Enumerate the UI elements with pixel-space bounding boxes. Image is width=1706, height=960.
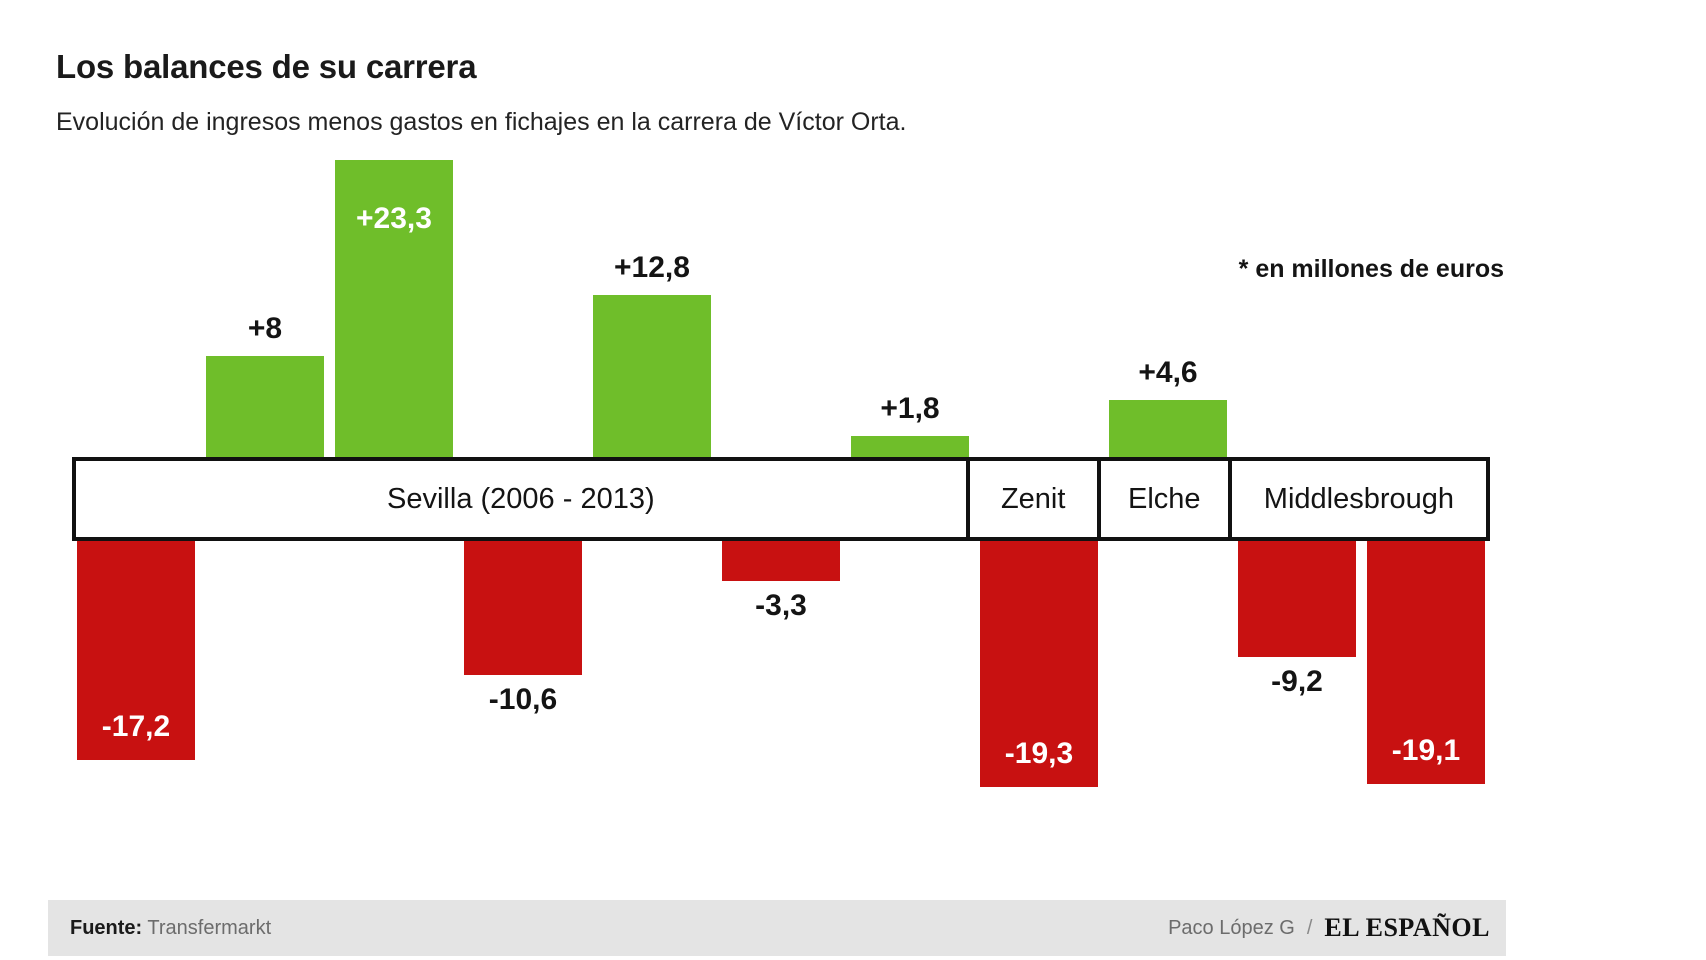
unit-note: * en millones de euros — [1238, 255, 1504, 283]
category-label: Zenit — [1000, 482, 1066, 515]
author-name: Paco López G — [1168, 916, 1295, 939]
bar-value-label-2: +8 — [247, 312, 283, 345]
bar-value-label-11: -19,1 — [1391, 734, 1461, 767]
category-label: Elche — [1128, 482, 1201, 515]
page-subtitle: Evolución de ingresos menos gastos en fi… — [56, 108, 907, 136]
page-title: Los balances de su carrera — [56, 48, 477, 85]
bar-9[interactable] — [1109, 400, 1227, 459]
category-axis-band: Sevilla (2006 - 2013) Zenit Elche Middlesbr… — [72, 457, 1490, 541]
bar-4[interactable] — [464, 539, 582, 675]
bar-7[interactable] — [851, 436, 969, 459]
category-box-middlesbrough[interactable]: Middlesbrough — [1231, 461, 1487, 537]
bar-value-label-9: +4,6 — [1138, 356, 1198, 389]
bar-value-label-5: +12,8 — [614, 251, 690, 284]
bar-5[interactable] — [593, 295, 711, 459]
category-box-sevilla[interactable]: Sevilla (2006 - 2013) — [76, 461, 970, 537]
bar-8[interactable] — [980, 539, 1098, 787]
source-value: Transfermarkt — [147, 916, 272, 939]
bar-value-label-7: +1,8 — [880, 392, 940, 425]
source-label: Fuente: — [70, 916, 143, 939]
bar-6[interactable] — [722, 539, 840, 581]
source-credit: Fuente: Transfermarkt — [70, 917, 271, 940]
category-box-zenit[interactable]: Zenit — [969, 461, 1101, 537]
footer-bar: Fuente: Transfermarkt Paco López G / EL … — [48, 900, 1506, 956]
bar-value-label-6: -3,3 — [755, 589, 807, 622]
bar-1[interactable] — [77, 539, 195, 760]
bar-chart: -17,2 +8 +23,3 -10,6 +12,8 -3,3 +1,8 -19,3 +4,6 -… — [77, 160, 1485, 787]
brand-logo: EL ESPAÑOL — [1324, 913, 1490, 942]
bar-11[interactable] — [1367, 539, 1485, 784]
bar-3[interactable] — [335, 160, 453, 459]
bar-value-label-10: -9,2 — [1271, 665, 1323, 698]
category-label: Middlesbrough — [1263, 482, 1455, 515]
bar-value-label-4: -10,6 — [488, 683, 558, 716]
bar-10[interactable] — [1238, 539, 1356, 657]
bar-value-label-8: -19,3 — [1004, 737, 1074, 770]
category-box-elche[interactable]: Elche — [1100, 461, 1232, 537]
category-label: Sevilla (2006 - 2013) — [387, 482, 655, 515]
credit-separator: / — [1306, 916, 1313, 939]
bar-value-label-3: +23,3 — [356, 202, 432, 235]
author-credit: Paco López G / EL ESPAÑOL — [1168, 913, 1490, 943]
bar-2[interactable] — [206, 356, 324, 459]
bar-value-label-1: -17,2 — [101, 710, 171, 743]
